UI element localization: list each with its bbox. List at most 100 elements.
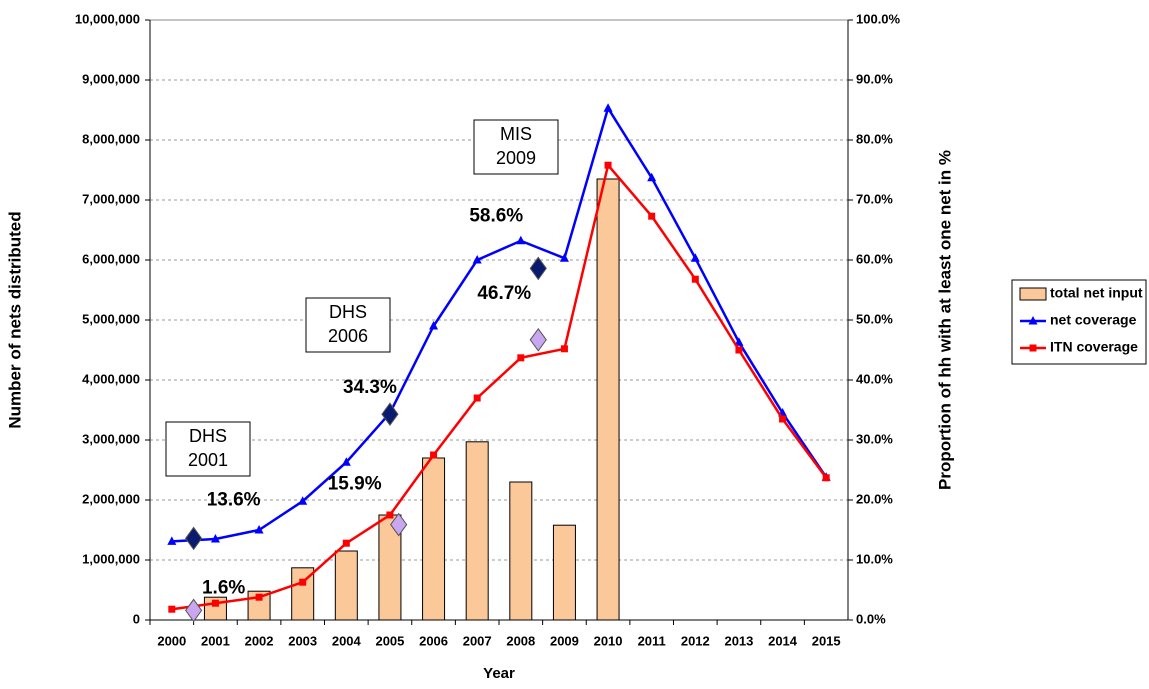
y2-tick-label: 0.0% (856, 611, 886, 626)
survey-point (381, 402, 399, 427)
point (691, 275, 699, 283)
y2-tick-label: 40.0% (856, 371, 893, 386)
annotation-box (473, 119, 559, 175)
x-tick-label: 2013 (724, 633, 753, 648)
bar (465, 441, 489, 621)
y2-tick-label: 100.0% (856, 11, 901, 26)
y-tick-label: 0 (133, 611, 140, 626)
point (210, 534, 220, 543)
y2-tick-label: 50.0% (856, 311, 893, 326)
x-tick-label: 2010 (594, 633, 623, 648)
x-tick-label: 2001 (201, 633, 230, 648)
data-label: 34.3% (343, 377, 397, 398)
x-tick-label: 2008 (506, 633, 535, 648)
x-axis-title: Year (483, 665, 515, 682)
y-tick-label: 8,000,000 (82, 131, 140, 146)
point (822, 474, 830, 482)
bar (291, 567, 315, 621)
annotation-text: DHS (329, 302, 367, 322)
annotation-box (305, 297, 391, 353)
x-tick-label: 2007 (463, 633, 492, 648)
data-label: 13.6% (207, 489, 261, 510)
point (734, 337, 744, 346)
point (690, 253, 700, 262)
point (647, 172, 657, 182)
data-label: 1.6% (202, 577, 245, 598)
point (168, 605, 176, 613)
x-tick-label: 2006 (419, 633, 448, 648)
bar (334, 550, 358, 621)
x-tick-label: 2000 (157, 633, 186, 648)
y-axis-title: Number of nets distributed (5, 211, 24, 428)
data-label: 15.9% (328, 474, 382, 495)
point (341, 457, 351, 466)
y-tick-label: 5,000,000 (82, 311, 140, 326)
point (779, 415, 787, 423)
point (430, 451, 438, 459)
y2-tick-label: 60.0% (856, 251, 893, 266)
bar (596, 178, 620, 621)
annotation-text: 2009 (496, 148, 536, 168)
point (603, 103, 613, 112)
y-tick-label: 1,000,000 (82, 551, 140, 566)
point (342, 539, 350, 547)
point (211, 599, 219, 607)
annotation-text: 2001 (188, 450, 228, 470)
legend-label: ITN coverage (1050, 339, 1138, 355)
y2-tick-label: 20.0% (856, 491, 893, 506)
legend-marker (1028, 316, 1038, 325)
point (560, 345, 568, 353)
x-tick-label: 2002 (245, 633, 274, 648)
x-tick-label: 2003 (288, 633, 317, 648)
point (299, 578, 307, 586)
legend-label: net coverage (1050, 312, 1137, 328)
survey-point (185, 526, 203, 551)
x-tick-label: 2012 (681, 633, 710, 648)
point (648, 212, 656, 220)
data-label: 58.6% (469, 205, 523, 226)
survey-point (390, 512, 408, 537)
x-tick-label: 2011 (638, 633, 666, 648)
survey-point (529, 327, 547, 352)
y2-tick-label: 80.0% (856, 131, 893, 146)
y-tick-label: 7,000,000 (82, 191, 140, 206)
line (171, 162, 828, 611)
annotation-text: 2006 (328, 326, 368, 346)
point (167, 536, 177, 545)
y2-tick-label: 70.0% (856, 191, 893, 206)
y2-tick-label: 30.0% (856, 431, 893, 446)
point (517, 354, 525, 362)
x-tick-label: 2015 (812, 633, 841, 648)
legend-label: total net input (1050, 285, 1143, 301)
point (473, 394, 481, 402)
plot-area (145, 19, 853, 625)
y2-tick-label: 10.0% (856, 551, 893, 566)
point (254, 525, 264, 534)
x-tick-label: 2009 (550, 633, 579, 648)
point (516, 235, 526, 245)
y-tick-label: 2,000,000 (82, 491, 140, 506)
point (298, 496, 308, 505)
y-tick-label: 3,000,000 (82, 431, 140, 446)
point (386, 511, 394, 519)
bar (422, 457, 446, 621)
point (735, 346, 743, 354)
y-tick-label: 10,000,000 (75, 11, 140, 26)
annotation-box (165, 421, 251, 477)
data-label: 46.7% (477, 283, 531, 304)
point (604, 161, 612, 169)
y2-axis-title: Proportion of hh with at least one net i… (935, 150, 954, 490)
y-tick-label: 9,000,000 (82, 71, 140, 86)
survey-point (529, 256, 547, 281)
line (171, 105, 828, 543)
bar (509, 481, 533, 621)
x-tick-label: 2005 (375, 633, 404, 648)
point (429, 321, 439, 330)
survey-point (185, 598, 203, 623)
x-tick-label: 2014 (768, 633, 798, 648)
point (472, 255, 482, 264)
legend-marker (1029, 344, 1037, 352)
bar (552, 524, 576, 621)
x-tick-label: 2004 (332, 633, 362, 648)
y-tick-label: 4,000,000 (82, 371, 140, 386)
